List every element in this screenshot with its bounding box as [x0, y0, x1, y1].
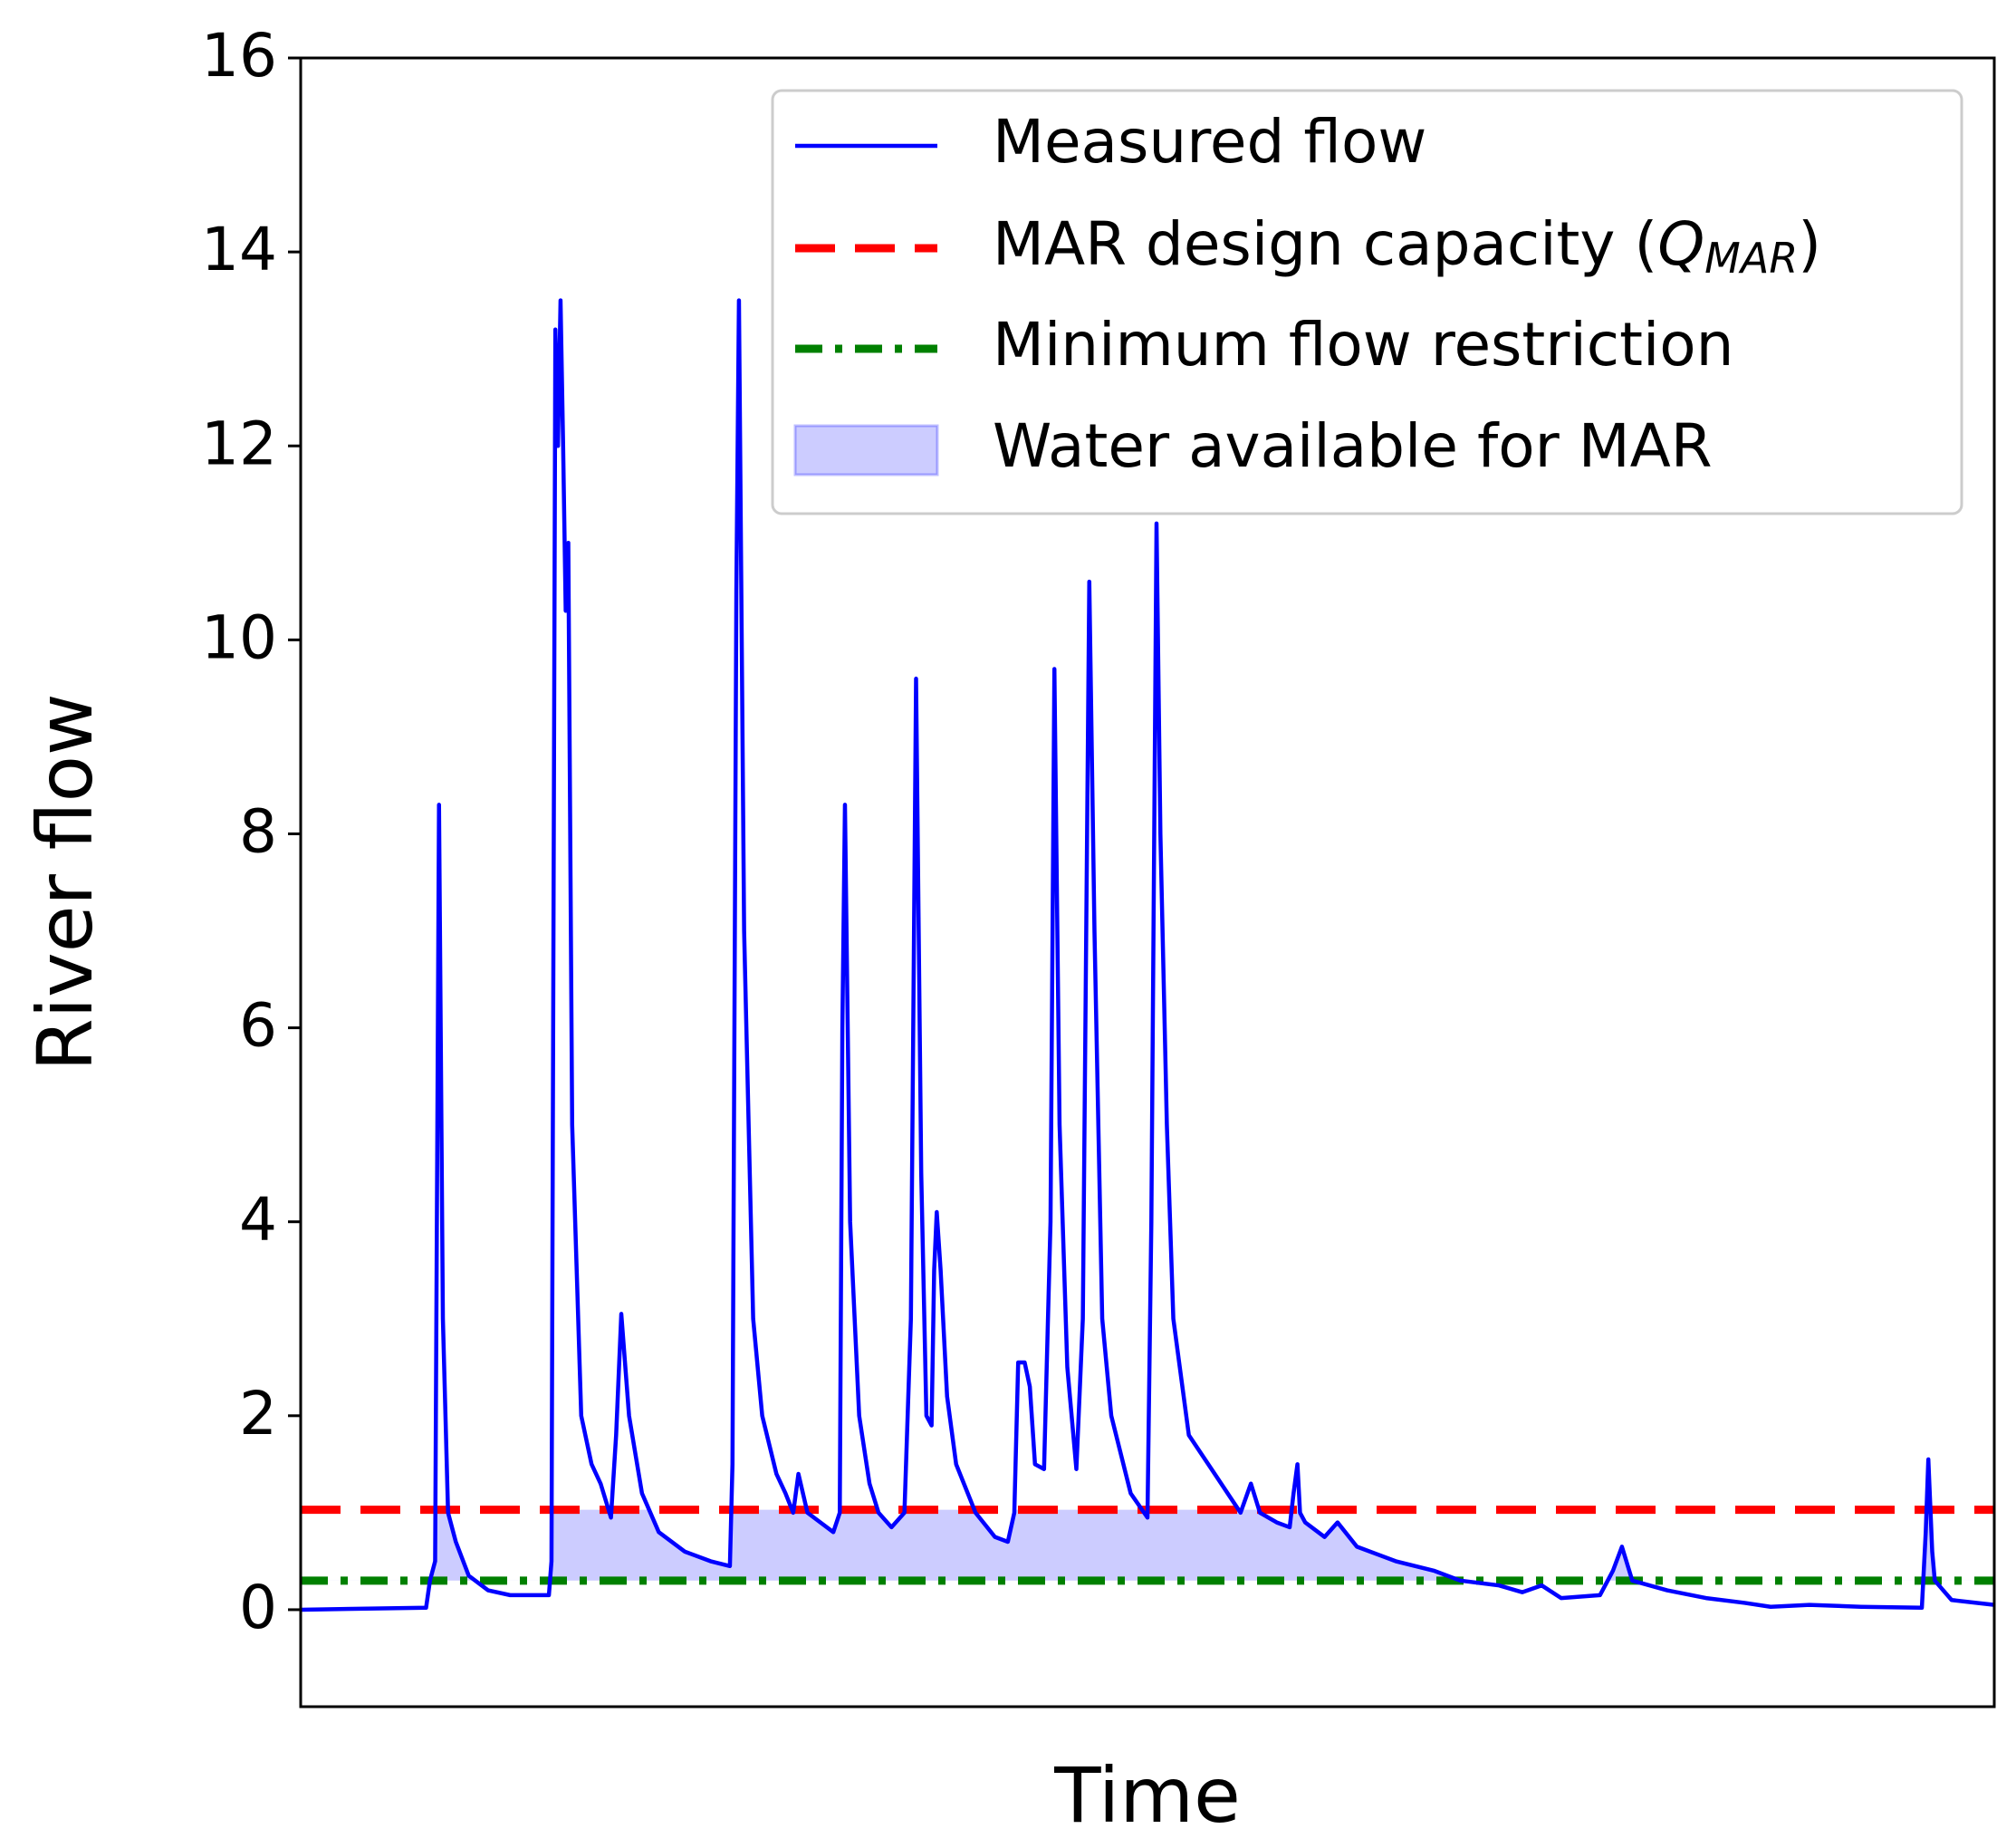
y-tick-label: 0 — [239, 1573, 277, 1642]
legend-patch — [793, 424, 939, 476]
legend-label: Measured flow — [993, 107, 1426, 177]
legend-label-part: MAR design capacity ( — [993, 209, 1657, 279]
y-axis-label: River flow — [21, 693, 110, 1071]
y-tick-label: 2 — [239, 1379, 277, 1449]
legend-label-part: Q — [1657, 209, 1704, 279]
legend-label-part: ) — [1798, 209, 1821, 279]
y-tick-label: 16 — [201, 21, 277, 91]
legend-label: MAR design capacity (QMAR) — [993, 209, 1821, 282]
y-tick-label: 14 — [201, 215, 277, 284]
x-axis-label: Time — [1053, 1751, 1241, 1840]
y-tick-label: 12 — [201, 409, 277, 478]
y-tick-label: 4 — [239, 1185, 277, 1255]
water-available-area — [301, 1509, 1994, 1581]
axes-frame — [299, 56, 1996, 1708]
y-tick-label: 8 — [239, 797, 277, 867]
flow-line — [300, 298, 1995, 1612]
y-tick-label: 10 — [201, 602, 277, 672]
y-tick-label: 6 — [239, 991, 277, 1061]
legend-label: Minimum flow restriction — [993, 310, 1734, 380]
legend-label: Water available for MAR — [993, 411, 1713, 481]
legend-box — [771, 89, 1963, 515]
legend-label-part: MAR — [1704, 234, 1798, 283]
